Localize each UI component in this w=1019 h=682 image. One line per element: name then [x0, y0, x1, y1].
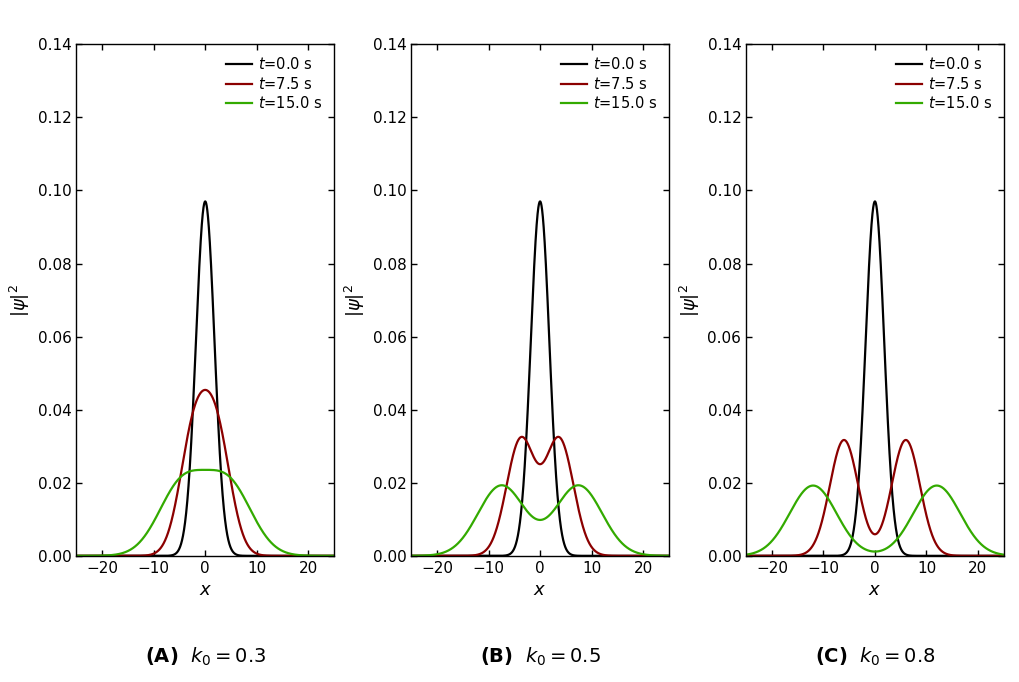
Y-axis label: $|\psi|^2$: $|\psi|^2$ [342, 284, 367, 316]
X-axis label: $x$: $x$ [533, 581, 547, 599]
Text: $\mathbf{(A)}$  $k_{0}=0.3$: $\mathbf{(A)}$ $k_{0}=0.3$ [145, 645, 266, 668]
Y-axis label: $|\psi|^2$: $|\psi|^2$ [8, 284, 33, 316]
Y-axis label: $|\psi|^2$: $|\psi|^2$ [678, 284, 702, 316]
Legend: $t$=0.0 s, $t$=7.5 s, $t$=15.0 s: $t$=0.0 s, $t$=7.5 s, $t$=15.0 s [222, 52, 327, 116]
Legend: $t$=0.0 s, $t$=7.5 s, $t$=15.0 s: $t$=0.0 s, $t$=7.5 s, $t$=15.0 s [892, 52, 997, 116]
Text: $\mathbf{(C)}$  $k_{0}=0.8$: $\mathbf{(C)}$ $k_{0}=0.8$ [815, 645, 935, 668]
X-axis label: $x$: $x$ [868, 581, 881, 599]
Text: $\mathbf{(B)}$  $k_{0}=0.5$: $\mathbf{(B)}$ $k_{0}=0.5$ [480, 645, 600, 668]
Legend: $t$=0.0 s, $t$=7.5 s, $t$=15.0 s: $t$=0.0 s, $t$=7.5 s, $t$=15.0 s [556, 52, 661, 116]
X-axis label: $x$: $x$ [199, 581, 212, 599]
